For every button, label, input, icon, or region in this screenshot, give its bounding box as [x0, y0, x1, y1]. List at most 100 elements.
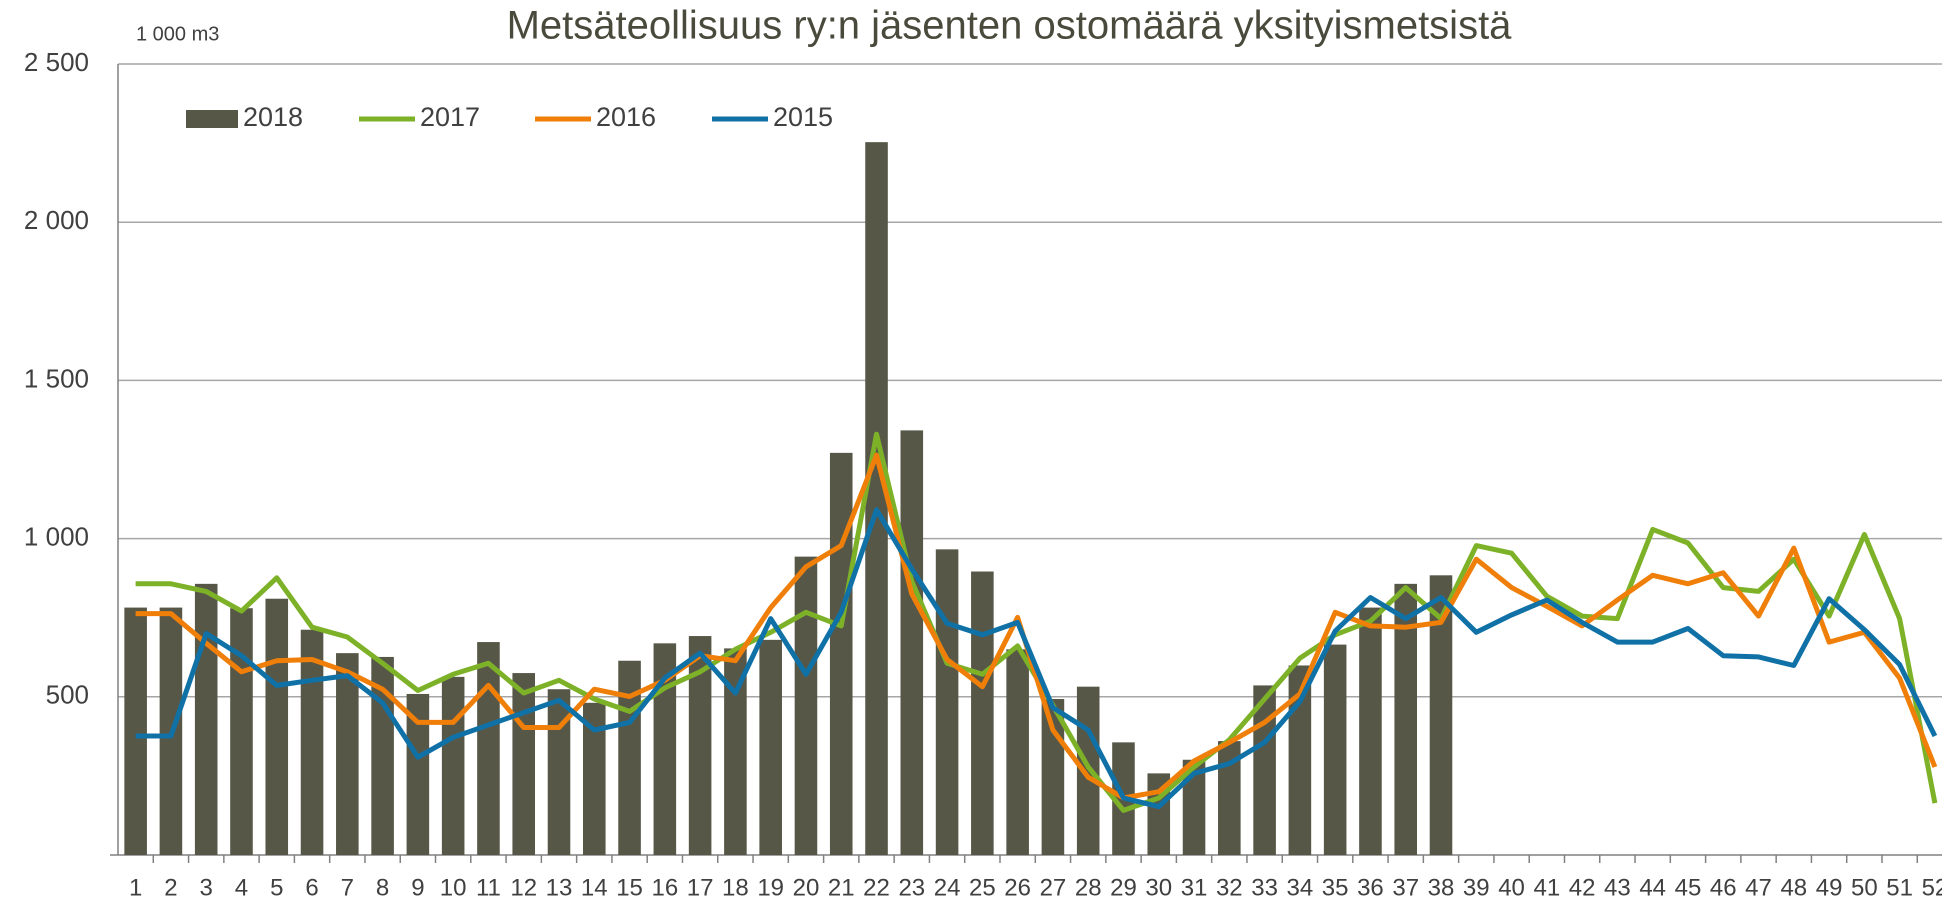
y-unit-label: 1 000 m3 [136, 23, 219, 45]
bar [794, 556, 818, 855]
x-tick-label: 17 [687, 874, 714, 901]
y-tick-label: 1 500 [24, 363, 89, 393]
bar [724, 648, 747, 855]
bar [194, 583, 218, 855]
bar [971, 571, 994, 855]
x-tick-label: 3 [200, 874, 213, 901]
x-tick-label: 40 [1498, 874, 1525, 901]
x-tick-label: 12 [510, 874, 537, 901]
legend-label: 2016 [596, 102, 656, 132]
x-tick-label: 24 [934, 874, 961, 901]
x-tick-label: 15 [616, 874, 643, 901]
bar [688, 636, 712, 855]
x-tick-label: 8 [376, 874, 389, 901]
x-tick-label: 19 [757, 874, 784, 901]
x-tick-label: 14 [581, 874, 608, 901]
x-tick-label: 34 [1287, 874, 1314, 901]
x-tick-label: 22 [863, 874, 890, 901]
bar [618, 660, 641, 855]
x-tick-label: 16 [651, 874, 678, 901]
x-tick-label: 49 [1816, 874, 1843, 901]
x-tick-label: 46 [1710, 874, 1737, 901]
chart-title: Metsäteollisuus ry:n jäsenten ostomäärä … [507, 4, 1513, 48]
y-tick-label: 1 000 [24, 521, 89, 551]
bar [653, 643, 677, 855]
bar [300, 629, 324, 855]
x-tick-label: 33 [1251, 874, 1278, 901]
x-tick-label: 42 [1569, 874, 1596, 901]
x-tick-label: 45 [1675, 874, 1702, 901]
x-tick-label: 37 [1392, 874, 1419, 901]
x-tick-label: 44 [1639, 874, 1666, 901]
legend-label: 2015 [773, 102, 833, 132]
x-tick-label: 13 [546, 874, 573, 901]
bar [547, 689, 571, 855]
y-tick-label: 2 500 [24, 47, 89, 77]
x-tick-label: 39 [1463, 874, 1490, 901]
x-tick-label: 29 [1110, 874, 1137, 901]
y-tick-label: 500 [46, 680, 89, 710]
x-tick-label: 35 [1322, 874, 1349, 901]
x-tick-label: 27 [1040, 874, 1067, 901]
x-tick-label: 50 [1851, 874, 1878, 901]
bar [477, 642, 500, 855]
bar [1218, 741, 1241, 855]
line-series [135, 452, 1938, 801]
x-tick-label: 20 [793, 874, 820, 901]
x-tick-label: 51 [1886, 874, 1913, 901]
x-tick-label: 38 [1428, 874, 1455, 901]
bar [1429, 575, 1453, 855]
x-tick-label: 41 [1533, 874, 1560, 901]
bar [935, 549, 959, 855]
x-tick-label: 11 [476, 874, 501, 901]
bar [371, 656, 394, 855]
x-tick-label: 25 [969, 874, 996, 901]
bar [1323, 644, 1347, 855]
x-tick-label: 9 [411, 874, 424, 901]
x-tick-label: 7 [341, 874, 354, 901]
x-tick-label: 52 [1922, 874, 1942, 901]
x-tick-label: 43 [1604, 874, 1631, 901]
x-tick-label: 48 [1780, 874, 1807, 901]
y-tick-label: 2 000 [24, 205, 89, 235]
x-tick-label: 18 [722, 874, 749, 901]
x-tick-label: 28 [1075, 874, 1102, 901]
x-tick-label: 36 [1357, 874, 1384, 901]
x-tick-label: 26 [1004, 874, 1031, 901]
bar [582, 702, 606, 855]
bar [1394, 583, 1418, 855]
bar [124, 607, 147, 855]
bar [441, 676, 465, 855]
bar [265, 598, 289, 855]
bar [1006, 649, 1029, 855]
bar [759, 639, 782, 855]
bar [336, 653, 359, 855]
line-series [135, 431, 1938, 813]
bar [406, 693, 430, 855]
x-tick-label: 5 [270, 874, 283, 901]
bar [1182, 759, 1206, 855]
x-tick-label: 4 [235, 874, 248, 901]
bar [1288, 665, 1312, 855]
x-tick-label: 31 [1181, 874, 1208, 901]
x-tick-label: 2 [164, 874, 177, 901]
x-tick-label: 6 [305, 874, 318, 901]
x-tick-label: 21 [828, 874, 855, 901]
x-tick-label: 1 [129, 874, 142, 901]
x-tick-label: 47 [1745, 874, 1772, 901]
bar [512, 673, 536, 855]
x-tick-label: 23 [898, 874, 925, 901]
line-series [135, 507, 1938, 810]
bar [865, 142, 888, 855]
bar [1359, 607, 1382, 855]
bar [230, 608, 253, 855]
legend-swatch [186, 110, 238, 128]
x-tick-label: 30 [1145, 874, 1172, 901]
legend-label: 2017 [420, 102, 480, 132]
legend-label: 2018 [243, 102, 303, 132]
bar [829, 452, 853, 855]
bar [900, 430, 924, 855]
x-tick-label: 32 [1216, 874, 1243, 901]
